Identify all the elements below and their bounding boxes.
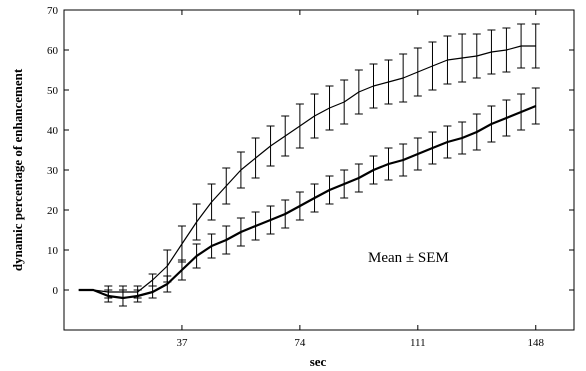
error-bar [148, 273, 157, 287]
error-bar [325, 85, 334, 131]
error-bar [148, 285, 157, 299]
y-tick-label: 20 [47, 205, 59, 217]
error-bar [443, 35, 452, 85]
series-2 [78, 87, 540, 307]
error-bar [340, 169, 349, 199]
error-bar [428, 41, 437, 91]
error-bar [192, 243, 201, 269]
error-bar [310, 183, 319, 213]
error-bar [428, 131, 437, 165]
error-bar [236, 151, 245, 189]
error-bar [251, 137, 260, 179]
x-tick-label: 74 [294, 337, 306, 349]
error-bar [472, 113, 481, 151]
y-tick-label: 60 [47, 45, 59, 57]
error-bar [458, 121, 467, 155]
error-bar [369, 63, 378, 109]
x-axis-title: sec [310, 354, 327, 369]
annotation-mean-sem: Mean ± SEM [368, 250, 449, 266]
error-bar [517, 23, 526, 69]
error-bar [531, 23, 540, 69]
error-bar [443, 125, 452, 159]
y-tick-label: 0 [53, 285, 59, 297]
error-bar [295, 103, 304, 149]
error-bar [325, 175, 334, 205]
error-bar [222, 225, 231, 255]
error-bar [502, 27, 511, 73]
error-bar [281, 199, 290, 229]
error-bar [384, 147, 393, 181]
error-bar [369, 155, 378, 185]
error-bar [472, 33, 481, 79]
series-line [78, 104, 537, 300]
error-bar [266, 125, 275, 167]
error-bar [118, 289, 127, 307]
error-bar [487, 29, 496, 75]
error-bar [192, 203, 201, 241]
x-axis-ticks: 37 74 111 148 [176, 10, 545, 349]
error-bar [251, 211, 260, 241]
error-bar [458, 33, 467, 83]
error-bar [413, 47, 422, 97]
error-bar [163, 275, 172, 293]
error-bar [295, 191, 304, 221]
error-bar [177, 259, 186, 281]
error-bar [207, 183, 216, 221]
error-bar [104, 289, 113, 303]
plot-frame [63, 9, 575, 331]
error-bar [399, 143, 408, 177]
series-1 [78, 23, 540, 299]
y-tick-label: 40 [47, 125, 59, 137]
error-bar [384, 59, 393, 105]
x-tick-label: 148 [528, 337, 545, 349]
error-bar [531, 87, 540, 125]
error-bar [236, 217, 245, 247]
error-bar [354, 69, 363, 115]
x-tick-label: 111 [410, 337, 426, 349]
y-tick-label: 10 [47, 245, 59, 257]
error-bar [399, 53, 408, 103]
error-bar [222, 167, 231, 205]
error-bar [207, 233, 216, 259]
error-bar [517, 93, 526, 131]
series-layer [78, 23, 540, 307]
error-bar [310, 93, 319, 139]
error-bar [487, 105, 496, 143]
error-bar [413, 137, 422, 171]
x-tick-label: 37 [176, 337, 188, 349]
error-bar [266, 205, 275, 235]
error-bar [340, 79, 349, 125]
error-bar [354, 163, 363, 193]
y-axis-title: dynamic percentage of enhancement [10, 68, 25, 271]
error-bar [281, 115, 290, 157]
y-tick-label: 50 [47, 85, 59, 97]
series-line [78, 45, 536, 293]
y-tick-label: 70 [47, 5, 59, 17]
y-axis-ticks: 0 10 20 30 40 50 60 70 [47, 5, 574, 297]
error-bar [177, 225, 186, 263]
error-bar [133, 289, 142, 303]
y-tick-label: 30 [47, 165, 59, 177]
error-bar [502, 99, 511, 137]
